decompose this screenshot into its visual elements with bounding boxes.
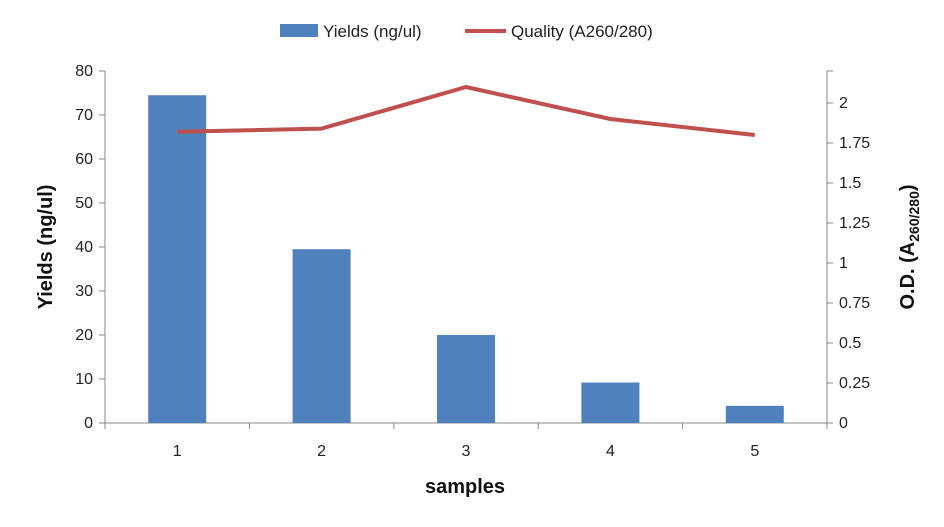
bar-yields <box>725 405 784 423</box>
left-y-tick-label: 10 <box>75 371 93 388</box>
left-y-tick-label: 20 <box>75 327 93 344</box>
legend-swatch-yields <box>280 24 318 37</box>
right-y-ticks: 0 0.25 0.5 0.75 1 1.25 1.5 1.75 2 <box>827 70 870 432</box>
right-y-tick-label: 0.75 <box>839 295 870 312</box>
left-y-tick-label: 50 <box>75 195 93 212</box>
bars <box>148 95 784 423</box>
bar-yields <box>292 249 351 423</box>
right-y-tick-label: 1 <box>839 255 848 272</box>
x-tick-label: 2 <box>317 443 326 460</box>
left-y-tick-label: 70 <box>75 107 93 124</box>
x-tick-label: 1 <box>173 443 182 460</box>
right-y-tick-label: 1.25 <box>839 215 870 232</box>
left-y-tick-label: 40 <box>75 239 93 256</box>
bar-yields <box>581 382 640 423</box>
line-quality <box>177 85 756 137</box>
right-y-axis-title: O.D. (A260/280) <box>897 184 922 309</box>
legend: Yields (ng/ul) Quality (A260/280) <box>280 22 653 41</box>
left-y-axis-title: Yields (ng/ul) <box>35 185 57 310</box>
x-tick-label: 5 <box>750 443 759 460</box>
x-axis-title: samples <box>425 476 505 498</box>
right-y-axis-title-close: ) <box>897 184 919 191</box>
left-y-tick-label: 80 <box>75 63 93 80</box>
legend-label-yields: Yields (ng/ul) <box>323 22 422 41</box>
right-y-tick-label: 1.5 <box>839 175 861 192</box>
left-y-tick-label: 0 <box>84 415 93 432</box>
right-y-tick-label: 0.5 <box>839 335 861 352</box>
right-y-axis-title-main: O.D. (A <box>897 242 919 310</box>
right-y-axis-title-sub: 260/280 <box>906 191 922 242</box>
bar-yields <box>437 335 495 423</box>
left-y-tick-label: 60 <box>75 151 93 168</box>
right-y-tick-label: 0 <box>839 415 848 432</box>
right-y-tick-label: 1.75 <box>839 135 870 152</box>
legend-label-quality: Quality (A260/280) <box>511 22 653 41</box>
right-y-tick-label: 0.25 <box>839 375 870 392</box>
right-y-tick-label: 2 <box>839 95 848 112</box>
left-y-ticks: 0 10 20 30 40 50 60 70 80 <box>75 63 105 432</box>
line-series <box>177 85 756 137</box>
left-y-tick-label: 30 <box>75 283 93 300</box>
x-tick-label: 3 <box>462 443 471 460</box>
x-tick-label: 4 <box>606 443 615 460</box>
bar-yields <box>148 95 207 423</box>
x-ticks: 1 2 3 4 5 <box>104 423 828 460</box>
